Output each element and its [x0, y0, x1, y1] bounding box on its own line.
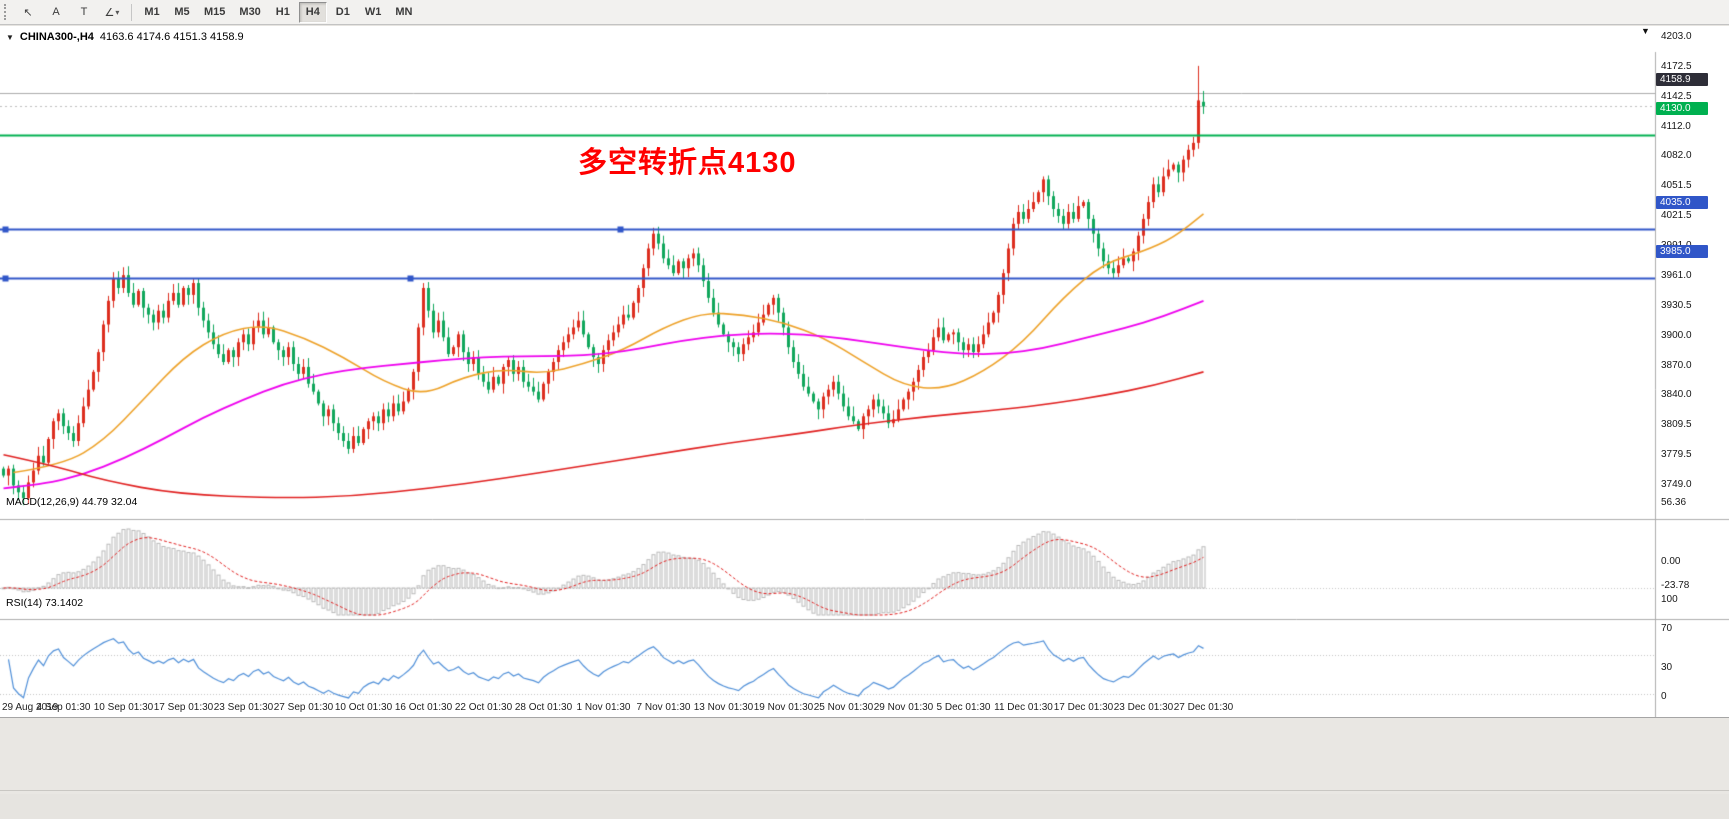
timeframe-button-w1[interactable]: W1 — [364, 5, 382, 18]
chart-title: ▼ CHINA300-,H4 4163.6 4174.6 4151.3 4158… — [6, 31, 244, 43]
rsi-indicator-label: RSI(14) 73.1402 — [6, 597, 84, 609]
chart-window — [0, 26, 1729, 819]
time-axis-label: 23 Dec 01:30 — [1113, 702, 1174, 713]
time-axis-label: 27 Dec 01:30 — [1173, 702, 1234, 713]
hline-4035-badge: 4035.0 — [1656, 195, 1708, 209]
chart-shift-marker-icon[interactable]: ▼ — [1641, 26, 1650, 36]
price-axis-label: 3809.5 — [1661, 419, 1692, 431]
time-axis-label: 17 Dec 01:30 — [1053, 702, 1114, 713]
price-axis-label: 3779.5 — [1661, 448, 1692, 460]
time-axis-label: 10 Oct 01:30 — [334, 702, 393, 713]
rsi-axis-label: 70 — [1661, 623, 1673, 635]
timeframe-button-d1[interactable]: D1 — [335, 5, 350, 18]
timeframe-group: M1 M5 M15 M30 H1 H4 D1 W1 MN — [137, 1, 419, 23]
toolbar: ↖ A T ∠ ▾ M1 M5 M15 M30 H1 H4 D1 W1 MN — [0, 0, 1729, 25]
time-axis-label: 28 Oct 01:30 — [514, 702, 573, 713]
price-axis-label: 4021.5 — [1661, 210, 1692, 222]
price-axis-label: 4172.5 — [1661, 61, 1692, 73]
rsi-axis-label: 30 — [1661, 661, 1673, 673]
shapes-tool-button[interactable]: ∠ ▾ — [104, 6, 120, 19]
textbox-tool-button[interactable]: T — [80, 6, 88, 18]
price-axis-label: 4082.0 — [1661, 150, 1692, 162]
annotation-text[interactable]: 多空转折点4130 — [578, 147, 797, 179]
chevron-down-icon: ▾ — [115, 7, 120, 17]
time-axis-label: 13 Nov 01:30 — [693, 702, 754, 713]
rsi-axis-label: 0 — [1661, 691, 1667, 702]
status-area — [0, 717, 1729, 794]
timeframe-button-m1[interactable]: M1 — [144, 5, 160, 18]
time-axis-label: 10 Sep 01:30 — [93, 702, 154, 713]
timeframe-button-m30[interactable]: M30 — [239, 5, 261, 18]
collapse-arrow-icon[interactable]: ▼ — [6, 32, 14, 42]
text-tool-button[interactable]: A — [52, 6, 60, 18]
timeframe-button-h1[interactable]: H1 — [275, 5, 290, 18]
ohlc-values: 4163.6 4174.6 4151.3 4158.9 — [99, 31, 244, 43]
price-axis-label: 3749.0 — [1661, 479, 1692, 491]
macd-axis-label: -23.78 — [1661, 580, 1690, 591]
time-axis-label: 19 Nov 01:30 — [753, 702, 814, 713]
time-axis-label: 22 Oct 01:30 — [454, 702, 513, 713]
time-axis-label: 29 Nov 01:30 — [873, 702, 934, 713]
time-axis-label: 1 Nov 01:30 — [576, 702, 631, 713]
price-axis-label: 3961.0 — [1661, 269, 1692, 281]
time-axis-label: 16 Oct 01:30 — [394, 702, 453, 713]
macd-axis-label: 56.36 — [1661, 497, 1687, 508]
price-axis-label: 4142.5 — [1661, 90, 1692, 102]
cursor-tool-button[interactable]: ↖ — [23, 6, 33, 19]
toolbar-grip[interactable] — [4, 4, 10, 20]
rsi-axis-label: 100 — [1661, 594, 1678, 605]
time-axis-label: 27 Sep 01:30 — [273, 702, 334, 713]
price-axis-label: 4112.0 — [1661, 120, 1691, 132]
time-axis[interactable]: 29 Aug 2019 4 Sep 01:30 10 Sep 01:30 17 Sep… — [0, 702, 1656, 716]
hline-4130-badge: 4130.0 — [1656, 101, 1708, 115]
price-axis-label: 4203.0 — [1661, 30, 1692, 42]
price-axis[interactable]: 4203.0 4172.5 4142.5 4112.0 4082.0 4051.5 4021… — [1656, 26, 1729, 716]
time-axis-label: 25 Nov 01:30 — [813, 702, 874, 713]
timeframe-button-m15[interactable]: M15 — [204, 5, 226, 18]
toolbar-separator — [131, 3, 132, 21]
macd-indicator-label: MACD(12,26,9) 44.79 32.04 — [6, 496, 138, 508]
price-axis-label: 3900.0 — [1661, 330, 1692, 341]
price-axis-label: 3870.0 — [1661, 359, 1692, 371]
timeframe-button-mn[interactable]: MN — [395, 5, 413, 18]
timeframe-button-m5[interactable]: M5 — [174, 5, 190, 18]
hline-3985-badge: 3985.0 — [1656, 245, 1708, 259]
time-axis-label: 23 Sep 01:30 — [213, 702, 274, 713]
last-price-badge: 4158.9 — [1656, 73, 1708, 87]
price-axis-label: 3840.0 — [1661, 389, 1692, 401]
time-axis-label: 29 Aug 2019 — [2, 702, 59, 713]
time-axis-label: 17 Sep 01:30 — [153, 702, 214, 713]
time-axis-label: 5 Dec 01:30 — [936, 702, 991, 713]
time-axis-label: 7 Nov 01:30 — [636, 702, 691, 713]
macd-axis-label: 0.00 — [1661, 556, 1681, 567]
drawing-tools-group: ↖ A T ∠ ▾ — [14, 2, 126, 23]
time-axis-label: 4 Sep 01:30 — [36, 702, 91, 713]
price-axis-label: 4051.5 — [1661, 180, 1692, 192]
symbol-period-label: CHINA300-,H4 — [19, 31, 94, 43]
time-axis-label: 11 Dec 01:30 — [994, 702, 1053, 713]
timeframe-button-h4[interactable]: H4 — [298, 1, 327, 23]
price-chart-canvas[interactable] — [0, 26, 1729, 819]
price-axis-label: 3930.5 — [1661, 299, 1692, 311]
